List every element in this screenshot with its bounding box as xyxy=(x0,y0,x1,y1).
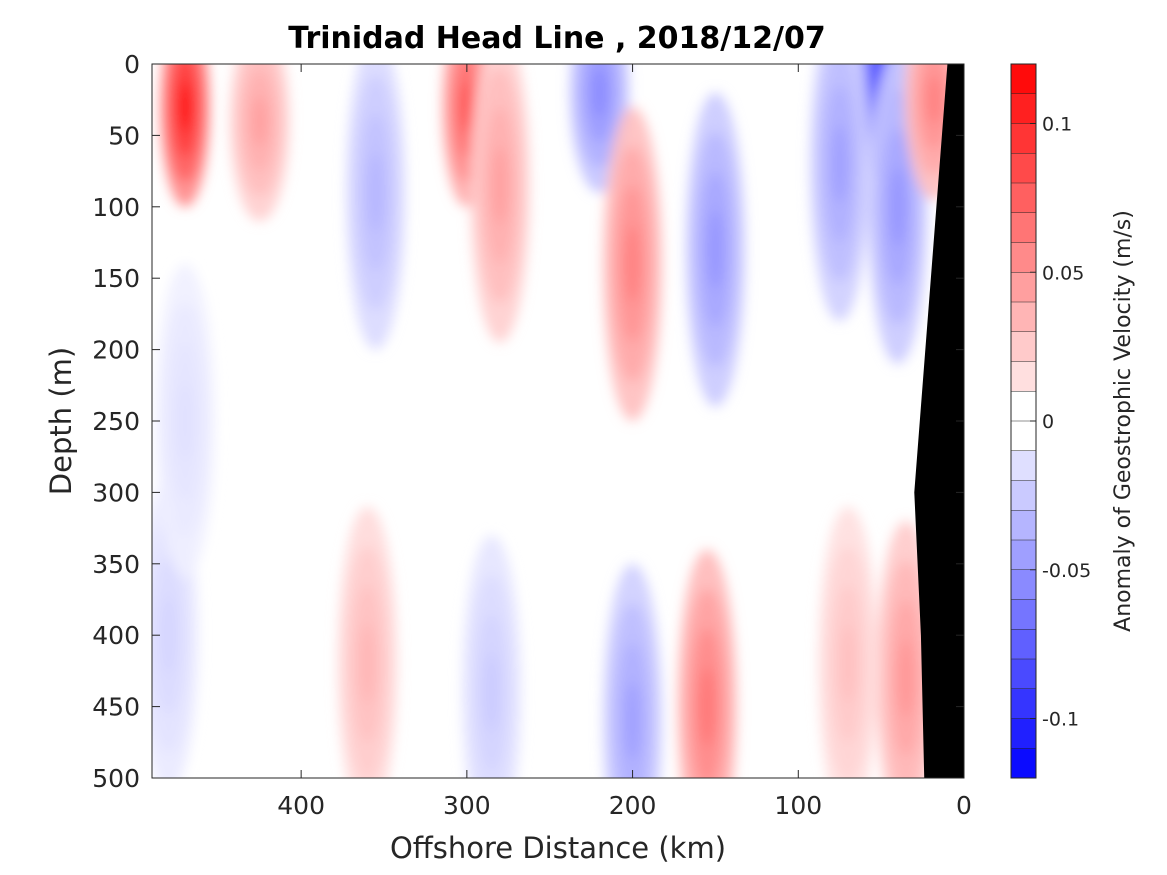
anomaly-blob-19 xyxy=(177,381,193,461)
colorbar-tick-label: 0.05 xyxy=(1042,262,1084,284)
y-tick-label: 400 xyxy=(92,621,140,650)
anomaly-blob-0 xyxy=(178,81,192,132)
anomaly-blob-8 xyxy=(890,167,906,247)
colorbar-tick-label: 0.1 xyxy=(1042,114,1072,136)
colorbar-tick-label: -0.05 xyxy=(1042,560,1091,582)
colorbar-tick-label: 0 xyxy=(1042,411,1054,433)
anomaly-blob-13 xyxy=(484,653,500,732)
anomaly-blob-1 xyxy=(252,96,268,147)
field-blobs xyxy=(152,64,964,778)
anomaly-blob-12 xyxy=(359,624,375,704)
colorbar-level xyxy=(1011,123,1036,154)
colorbar-level xyxy=(1011,540,1036,571)
colorbar-tick-label: -0.1 xyxy=(1042,709,1079,731)
anomaly-blob-9 xyxy=(832,124,848,204)
bathymetry-wedge xyxy=(914,64,964,778)
y-tick-label: 150 xyxy=(92,264,140,293)
colorbar-level xyxy=(1011,718,1036,749)
y-axis: 0 50 100 150 200 250 300 350 400 450 500 xyxy=(92,50,964,793)
anomaly-blob-15 xyxy=(699,667,715,746)
colorbar-level xyxy=(1011,569,1036,600)
anomaly-blob-18 xyxy=(161,595,177,675)
y-tick-label: 0 xyxy=(124,50,140,79)
colorbar-level xyxy=(1011,64,1036,95)
x-tick-label: 0 xyxy=(956,791,972,820)
anomaly-blob-6 xyxy=(707,210,723,289)
colorbar-level xyxy=(1011,212,1036,243)
colorbar-level xyxy=(1011,450,1036,481)
anomaly-blob-11 xyxy=(368,153,384,232)
colorbar: 0.1 0.05 0 -0.05 -0.1 xyxy=(1010,63,1091,779)
colorbar-label: Anomaly of Geostrophic Velocity (m/s) xyxy=(1111,210,1136,632)
colorbar-level xyxy=(1011,748,1036,779)
anomaly-blob-2 xyxy=(460,81,474,132)
anomaly-blob-14 xyxy=(625,681,641,761)
x-tick-label: 100 xyxy=(774,791,822,820)
colorbar-level xyxy=(1011,688,1036,719)
y-axis-label: Depth (m) xyxy=(44,347,78,495)
y-tick-label: 100 xyxy=(92,193,140,222)
colorbar-level xyxy=(1011,331,1036,362)
y-tick-label: 300 xyxy=(92,478,140,507)
colorbar-level xyxy=(1011,153,1036,184)
anomaly-blob-17 xyxy=(840,624,856,704)
colorbar-level xyxy=(1011,421,1036,452)
colorbar-level xyxy=(1011,242,1036,273)
colorbar-level xyxy=(1011,93,1036,124)
colorbar-level xyxy=(1011,480,1036,511)
y-tick-label: 450 xyxy=(92,693,140,722)
anomaly-blob-4 xyxy=(591,67,607,118)
y-tick-label: 250 xyxy=(92,407,140,436)
colorbar-level xyxy=(1011,510,1036,541)
anomaly-blob-3 xyxy=(492,146,508,225)
x-tick-label: 400 xyxy=(277,791,325,820)
y-tick-label: 350 xyxy=(92,550,140,579)
colorbar-level xyxy=(1011,183,1036,214)
anomaly-blob-10 xyxy=(926,74,942,125)
x-axis: 400 300 200 100 0 xyxy=(277,64,972,820)
x-axis-label: Offshore Distance (km) xyxy=(390,831,726,865)
colorbar-level xyxy=(1011,272,1036,303)
y-tick-label: 50 xyxy=(108,121,140,150)
anomaly-blob-16 xyxy=(898,638,914,718)
colorbar-level xyxy=(1011,599,1036,630)
colorbar-level xyxy=(1011,659,1036,690)
y-tick-label: 200 xyxy=(92,336,140,365)
colorbar-level xyxy=(1011,629,1036,660)
velocity-field xyxy=(152,64,964,778)
anomaly-blob-5 xyxy=(625,224,641,304)
bathymetry xyxy=(914,64,964,778)
colorbar-level xyxy=(1011,302,1036,333)
y-tick-label: 500 xyxy=(92,764,140,793)
x-tick-label: 200 xyxy=(609,791,657,820)
colorbar-level xyxy=(1011,391,1036,422)
colorbar-level xyxy=(1011,361,1036,392)
chart-title: Trinidad Head Line , 2018/12/07 xyxy=(288,21,825,56)
x-tick-label: 300 xyxy=(443,791,491,820)
